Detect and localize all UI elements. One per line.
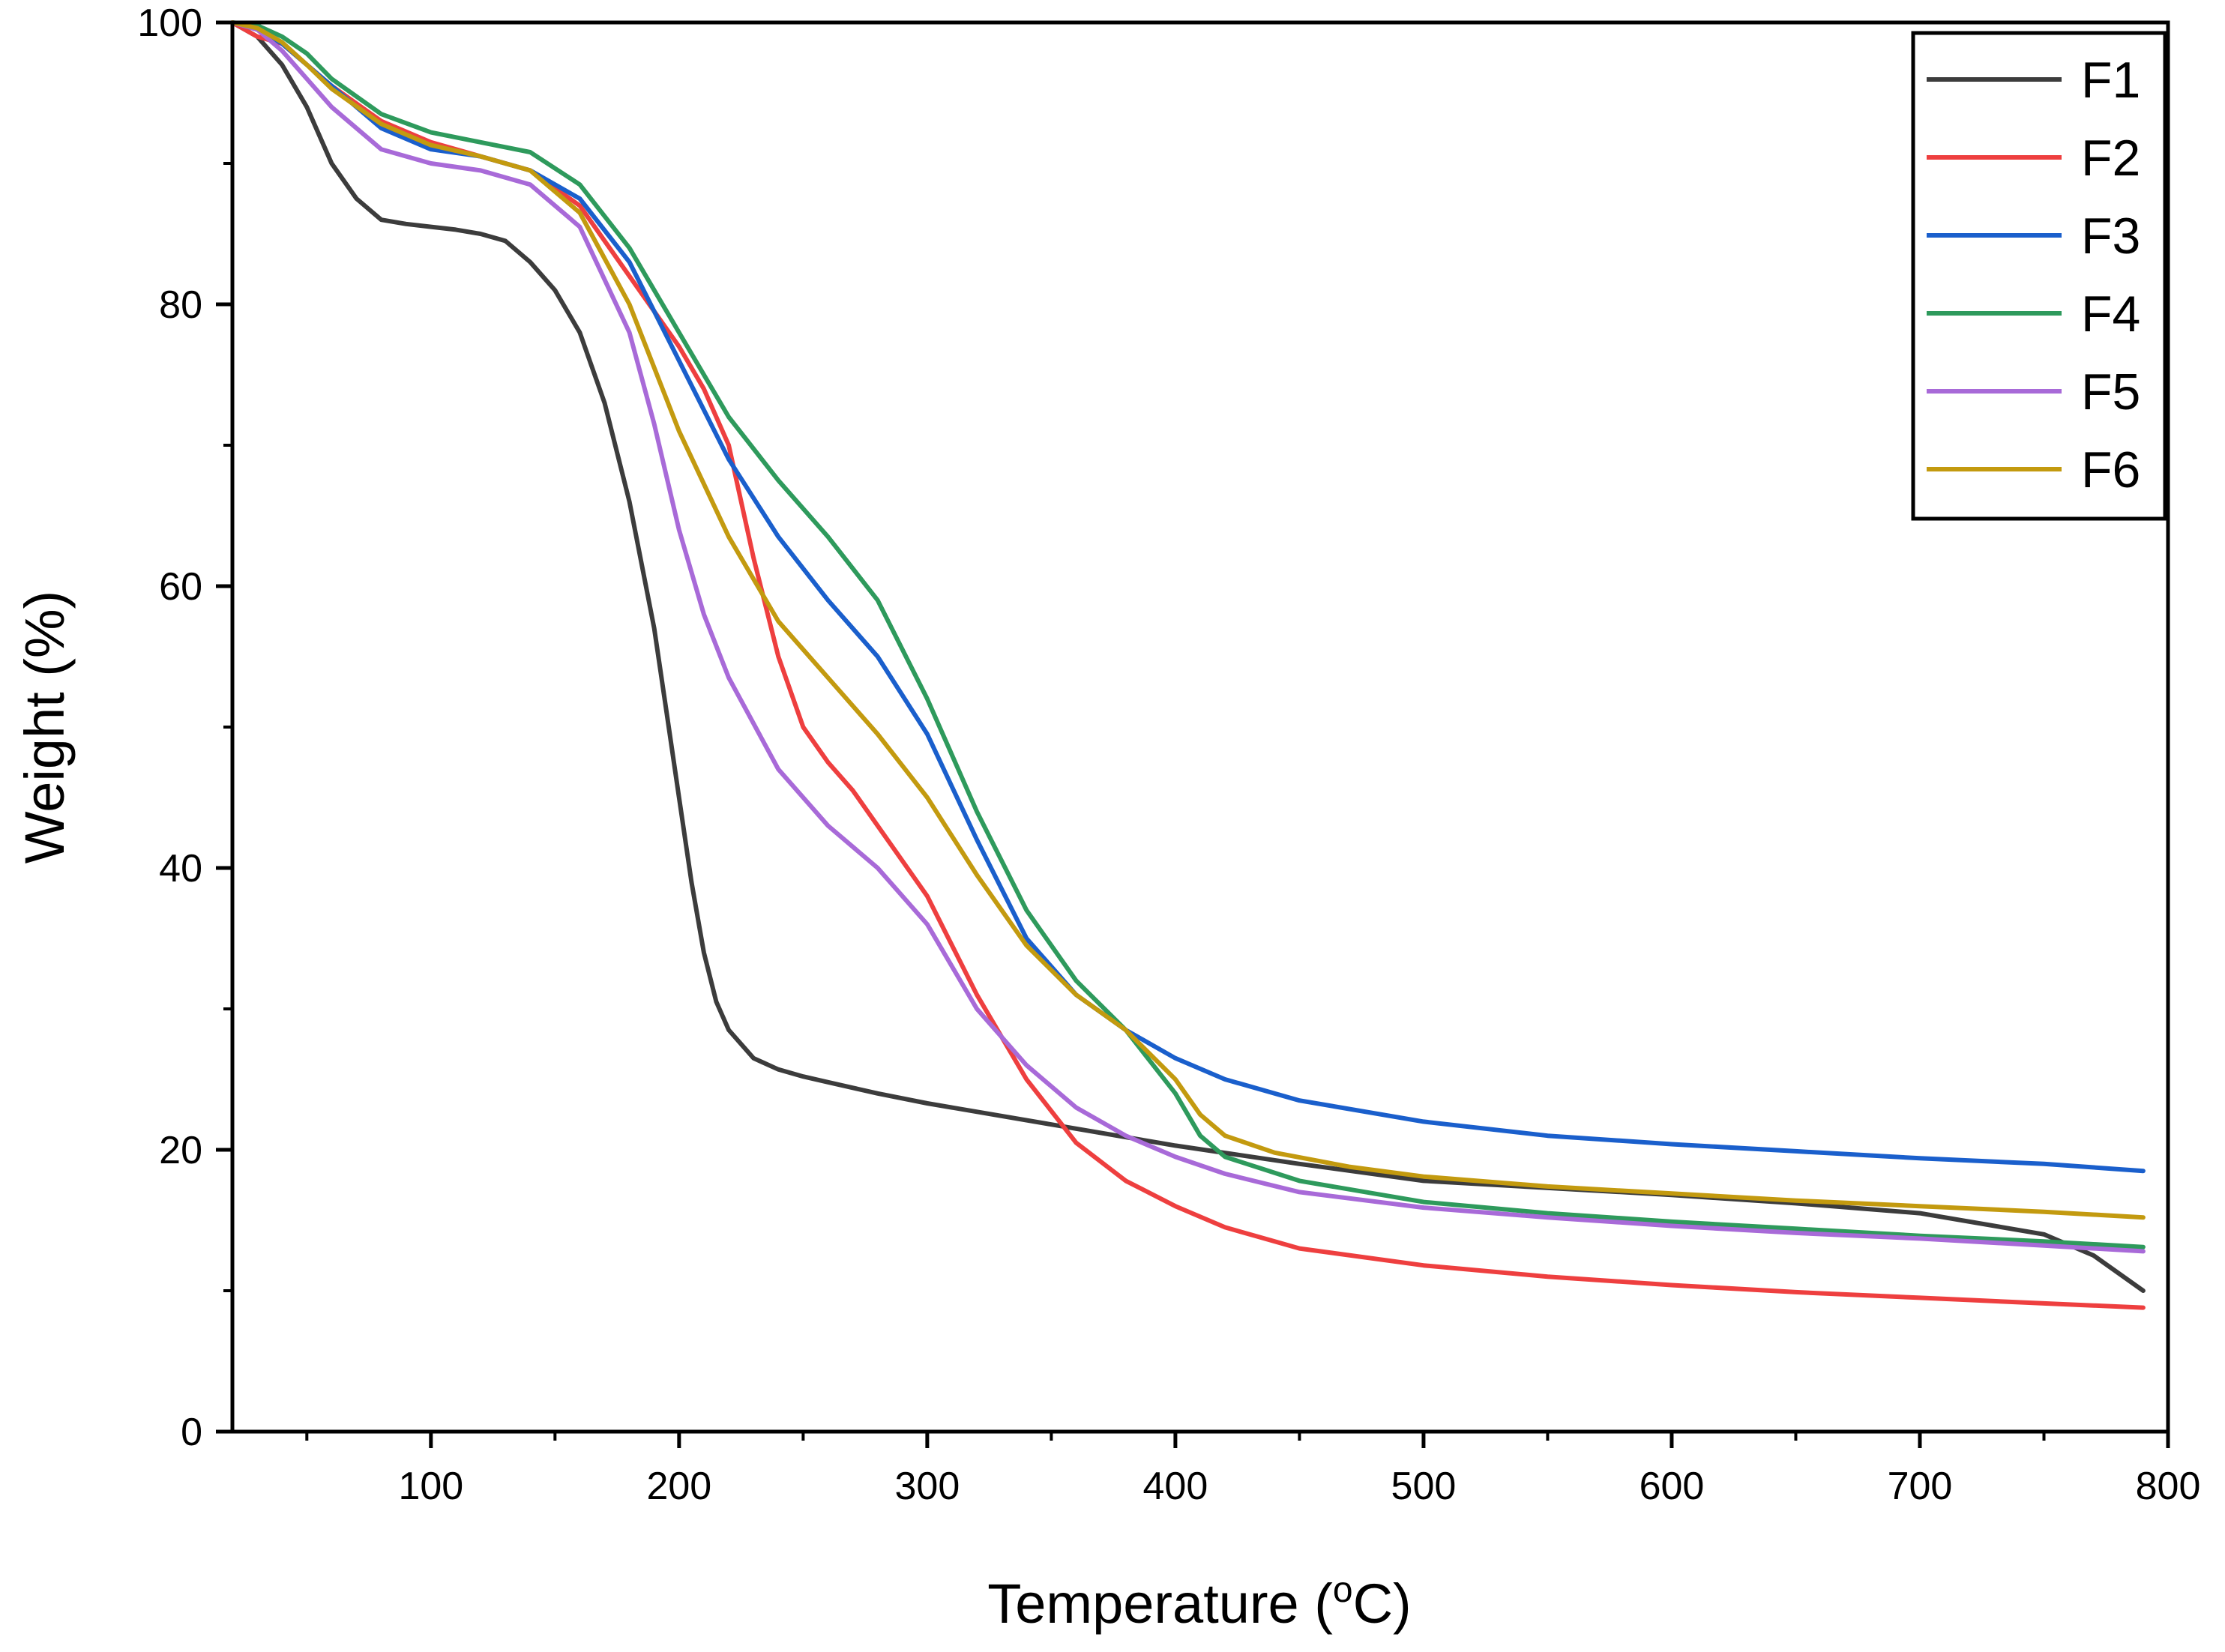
ticks-layer: 100 200 300 400 500 600 700 800 0 20 40 60 80 100 <box>137 1 2200 1508</box>
legend-box <box>1911 31 2167 521</box>
y-tick-label: 40 <box>159 847 202 890</box>
y-tick-label: 80 <box>159 283 202 327</box>
x-tick-label: 600 <box>1640 1465 1705 1508</box>
x-axis-title: Temperature (oC) <box>987 1570 1411 1635</box>
x-tick-label: 300 <box>894 1465 960 1508</box>
series-line-f6 <box>230 20 2146 1220</box>
x-axis-title-main: Temperature ( <box>987 1573 1333 1635</box>
legend: F1 F2 F3 F4 F5 F6 <box>1911 31 2167 521</box>
series-line-f1 <box>230 20 2146 1293</box>
x-axis-title-sup: o <box>1333 1570 1353 1610</box>
legend-label-f2: F2 <box>2081 130 2140 187</box>
legend-label-f4: F4 <box>2081 286 2140 343</box>
series-line-f5 <box>230 20 2146 1254</box>
legend-label-f6: F6 <box>2081 441 2140 498</box>
legend-label-f3: F3 <box>2081 208 2140 265</box>
legend-label-f5: F5 <box>2081 364 2140 420</box>
y-tick-label: 20 <box>159 1129 202 1172</box>
x-tick-label: 200 <box>646 1465 711 1508</box>
legend-label-f1: F1 <box>2081 52 2140 109</box>
x-axis-title-suffix: C) <box>1353 1573 1412 1635</box>
x-tick-label: 400 <box>1143 1465 1208 1508</box>
y-tick-label: 0 <box>181 1411 202 1454</box>
series-layer <box>230 20 2146 1310</box>
series-line-f3 <box>230 20 2146 1174</box>
x-tick-label: 800 <box>2136 1465 2201 1508</box>
series-line-f4 <box>230 20 2146 1249</box>
x-tick-label: 100 <box>398 1465 463 1508</box>
series-line-f2 <box>230 20 2146 1310</box>
plot-frame <box>230 20 2170 1434</box>
y-tick-label: 100 <box>137 1 202 45</box>
y-axis-title: Weight (%) <box>13 591 76 864</box>
x-tick-label: 500 <box>1391 1465 1457 1508</box>
y-tick-label: 60 <box>159 565 202 609</box>
x-tick-label: 700 <box>1888 1465 1953 1508</box>
